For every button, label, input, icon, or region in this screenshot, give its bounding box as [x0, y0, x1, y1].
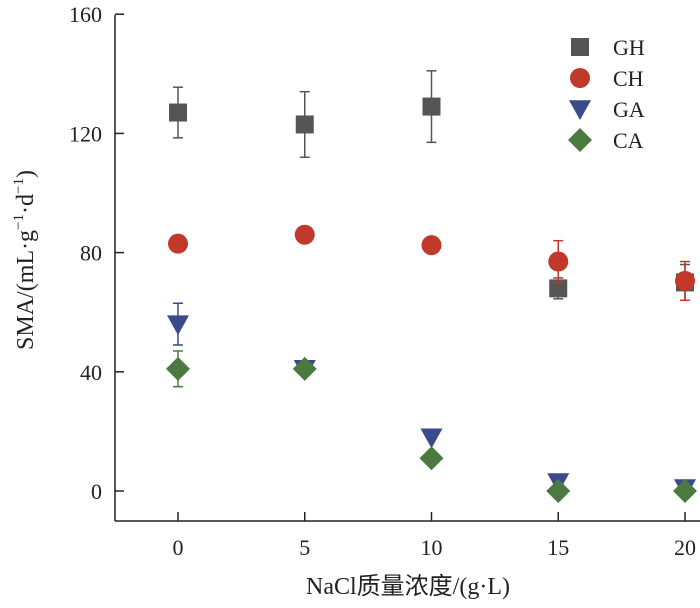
y-axis-title-sup2: −1 — [11, 178, 27, 194]
legend-marker-gh — [571, 38, 589, 56]
point-ch — [421, 235, 442, 256]
x-tick-label: 0 — [173, 535, 184, 560]
point-ca — [166, 356, 190, 381]
y-axis-title-suffix: ) — [13, 170, 39, 178]
point-ch — [675, 270, 695, 291]
point-ch — [548, 251, 569, 272]
y-ticks: 0 40 80 120 160 — [69, 2, 124, 504]
legend-label-ca: CA — [613, 128, 644, 153]
point-gh — [295, 115, 314, 134]
point-gh — [549, 279, 568, 298]
y-tick-label: 0 — [91, 479, 102, 504]
legend: GH CH GA CA — [568, 35, 645, 153]
legend-label-gh: GH — [613, 35, 645, 60]
y-axis-title-prefix: SMA/(mL·g — [13, 230, 39, 350]
point-ca — [546, 479, 571, 503]
y-tick-label: 160 — [69, 2, 102, 27]
legend-label-ga: GA — [613, 97, 645, 122]
y-tick-label: 120 — [69, 121, 102, 146]
point-ch — [168, 233, 188, 254]
point-ca — [292, 356, 317, 381]
x-tick-label: 10 — [421, 535, 443, 560]
y-tick-label: 80 — [80, 241, 102, 266]
x-ticks: 0 5 10 15 20 — [173, 512, 696, 560]
x-axis-title: NaCl质量浓度/(g·L) — [306, 573, 510, 600]
legend-marker-ch — [570, 68, 590, 88]
point-gh — [169, 103, 187, 122]
point-ga — [420, 428, 443, 449]
point-ch — [294, 224, 315, 245]
x-tick-label: 20 — [674, 535, 696, 560]
legend-label-ch: CH — [613, 66, 644, 91]
data-marks — [166, 70, 697, 503]
y-axis-title-mid: ·d — [13, 194, 39, 214]
point-ca — [673, 479, 697, 503]
y-axis-title: SMA/(mL·g−1·d−1) — [11, 170, 39, 350]
legend-marker-ga — [569, 100, 591, 120]
y-tick-label: 40 — [80, 360, 102, 385]
x-tick-label: 5 — [299, 535, 310, 560]
y-axis-title-sup1: −1 — [11, 214, 27, 230]
point-ca — [419, 446, 444, 471]
x-tick-label: 15 — [547, 535, 569, 560]
legend-marker-ca — [568, 128, 592, 152]
point-gh — [422, 97, 441, 116]
point-ga — [167, 315, 189, 336]
